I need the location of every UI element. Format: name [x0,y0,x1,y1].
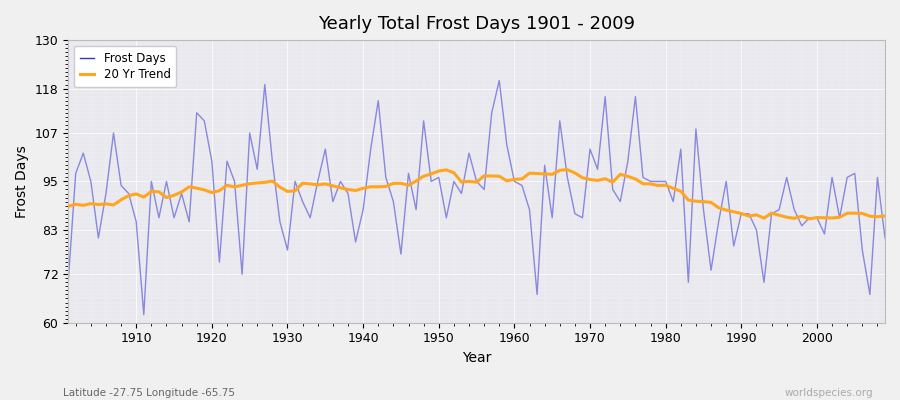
Frost Days [343,191,354,196]
Line: 20 Yr Trend: 20 Yr Trend [68,170,885,219]
20 Yr Trend [879,214,890,218]
Title: Yearly Total Frost Days 1901 - 2009: Yearly Total Frost Days 1901 - 2009 [318,15,635,33]
X-axis label: Year: Year [462,351,491,365]
20 Yr Trend [509,177,520,182]
Y-axis label: Frost Days: Frost Days [15,145,29,218]
Frost Days [615,199,626,204]
Frost Days [123,191,134,196]
Text: worldspecies.org: worldspecies.org [785,388,873,398]
Frost Days [517,183,527,188]
Frost Days [297,199,308,204]
Line: Frost Days: Frost Days [68,80,885,315]
Text: Latitude -27.75 Longitude -65.75: Latitude -27.75 Longitude -65.75 [63,388,235,398]
20 Yr Trend [290,188,301,193]
20 Yr Trend [562,167,572,172]
20 Yr Trend [804,216,814,221]
Frost Days [494,78,505,83]
20 Yr Trend [63,204,74,209]
20 Yr Trend [335,185,346,190]
Frost Days [63,280,74,285]
Frost Days [879,236,890,240]
20 Yr Trend [501,178,512,183]
Frost Days [524,207,535,212]
Frost Days [139,312,149,317]
20 Yr Trend [123,193,134,198]
20 Yr Trend [608,180,618,184]
Legend: Frost Days, 20 Yr Trend: Frost Days, 20 Yr Trend [74,46,176,87]
